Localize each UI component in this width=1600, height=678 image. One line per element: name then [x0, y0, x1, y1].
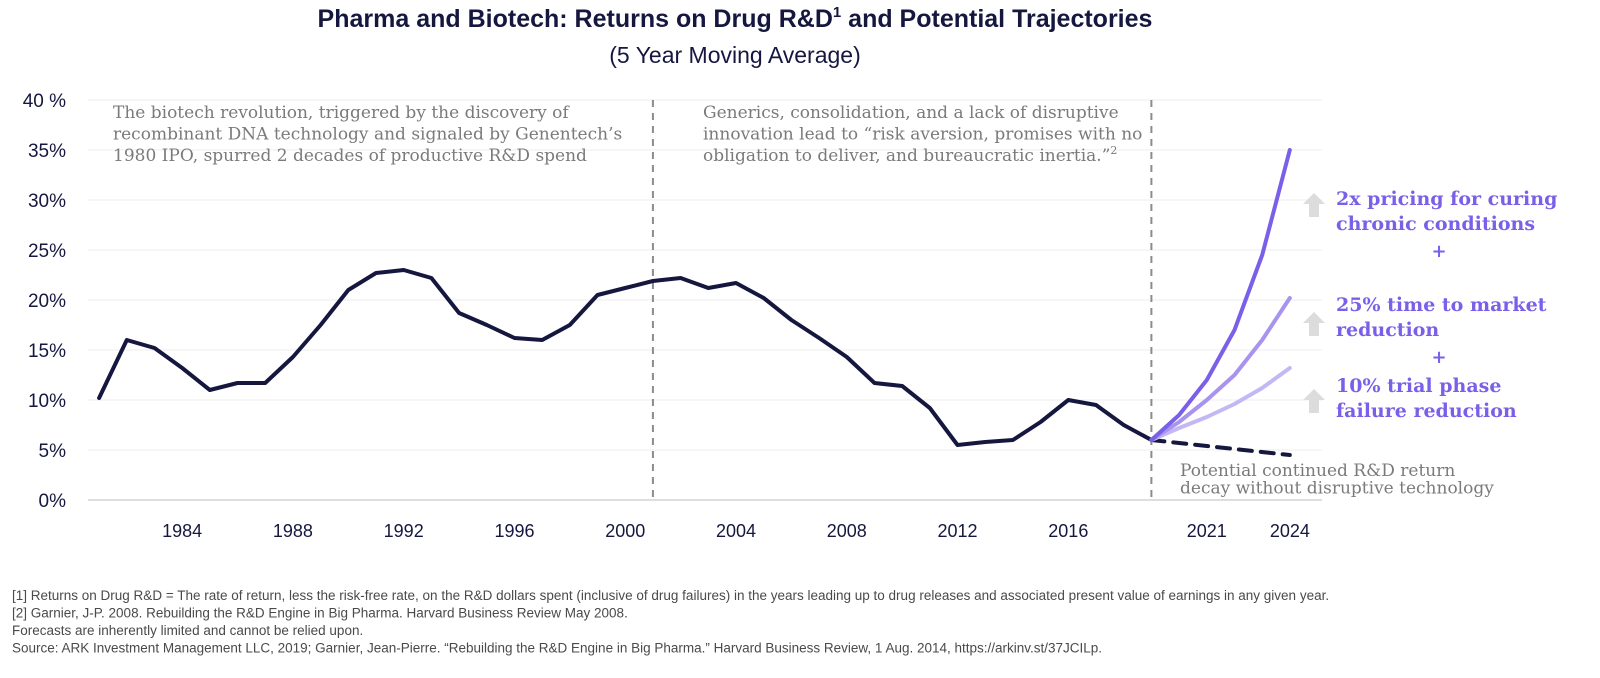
scenario-label: failure reduction [1336, 400, 1517, 422]
up-arrow-icon [1303, 389, 1325, 413]
x-axis: 1984 1988 1992 1996 2000 2004 2008 2012 2016 2021… [162, 521, 1310, 541]
y-tick-label: 0% [39, 491, 67, 512]
annotation-biotech-revolution: The biotech revolution, triggered by the… [113, 103, 570, 123]
x-tick-label: 2004 [716, 521, 756, 541]
scenario-high-line [1149, 148, 1292, 442]
scenario-mid-line [1149, 296, 1292, 442]
x-tick-label: 2016 [1048, 521, 1088, 541]
footnote: [2] Garnier, J-P. 2008. Rebuilding the R… [12, 606, 628, 621]
historical-line [97, 268, 1154, 447]
x-tick-label: 2000 [605, 521, 645, 541]
y-tick-label: 35% [28, 141, 66, 162]
plus-sign: + [1431, 241, 1446, 262]
scenario-label: 25% time to market [1336, 294, 1547, 316]
annotation-generics-consolidation: Generics, consolidation, and a lack of d… [703, 103, 1119, 123]
y-tick-label: 15% [28, 341, 66, 362]
x-tick-label: 2012 [938, 521, 978, 541]
annotation-biotech-revolution: recombinant DNA technology and signaled … [113, 125, 622, 145]
y-tick-label: 25% [28, 241, 66, 262]
x-tick-label: 1996 [494, 521, 534, 541]
annotation-decay: Potential continued R&D return [1180, 461, 1455, 481]
x-tick-label: 1984 [162, 521, 202, 541]
scenario-labels: 2x pricing for curing chronic conditions 2… [1303, 188, 1557, 422]
y-tick-label: 40 % [23, 91, 66, 112]
footnote: Forecasts are inherently limited and can… [12, 623, 363, 638]
scenario-label: chronic conditions [1336, 213, 1535, 235]
scenario-low-line [1149, 366, 1292, 442]
up-arrow-icon [1303, 312, 1325, 336]
up-arrow-icon [1303, 193, 1325, 217]
footnotes: [1] Returns on Drug R&D = The rate of re… [12, 588, 1329, 656]
x-tick-label: 2024 [1270, 521, 1310, 541]
y-tick-label: 20% [28, 291, 66, 312]
footnote: [1] Returns on Drug R&D = The rate of re… [12, 588, 1329, 603]
y-tick-label: 10% [28, 391, 66, 412]
x-tick-label: 1988 [273, 521, 313, 541]
annotation-generics-consolidation: innovation lead to “risk aversion, promi… [703, 125, 1142, 145]
chart-subtitle: (5 Year Moving Average) [609, 42, 860, 68]
series [97, 148, 1292, 457]
era-dividers [651, 100, 1153, 500]
annotation-decay: decay without disruptive technology [1180, 479, 1494, 499]
footnote: Source: ARK Investment Management LLC, 2… [12, 641, 1102, 656]
gridlines [88, 99, 1322, 501]
x-tick-label: 1992 [384, 521, 424, 541]
annotations: The biotech revolution, triggered by the… [113, 103, 1494, 499]
y-axis: 0% 5% 10% 15% 20% 25% 30% 35% 40 % [23, 91, 66, 512]
decay-line [1149, 438, 1292, 457]
scenario-label: 2x pricing for curing [1336, 188, 1557, 210]
y-tick-label: 5% [39, 441, 67, 462]
annotation-biotech-revolution: 1980 IPO, spurred 2 decades of productiv… [113, 146, 587, 166]
annotation-generics-consolidation: obligation to deliver, and bureaucratic … [703, 144, 1117, 166]
y-tick-label: 30% [28, 191, 66, 212]
chart-title: Pharma and Biotech: Returns on Drug R&D1… [318, 4, 1153, 33]
plus-sign: + [1431, 347, 1446, 368]
scenario-label: reduction [1336, 319, 1439, 341]
scenario-label: 10% trial phase [1336, 375, 1501, 397]
x-tick-label: 2008 [827, 521, 867, 541]
x-tick-label: 2021 [1187, 521, 1227, 541]
